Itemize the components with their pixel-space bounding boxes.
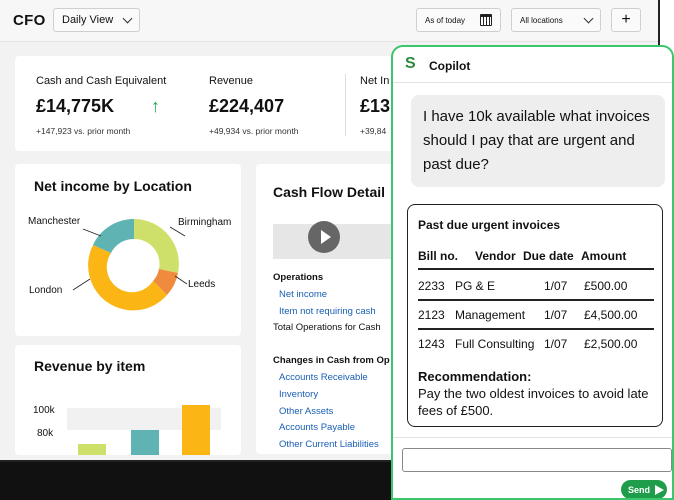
kpi-label: Net In <box>360 75 390 87</box>
kpi-sub: +147,923 vs. prior month <box>36 126 131 136</box>
card-title: Cash Flow Detail <box>273 184 386 200</box>
composer: Send <box>393 437 672 498</box>
cash-flow-card: Cash Flow Detail Operations Net income I… <box>256 164 396 454</box>
view-select-label: Daily View <box>62 14 114 26</box>
tick-label: 100k <box>33 405 55 416</box>
slice-birmingham <box>134 219 179 273</box>
slice-leeds <box>153 269 178 295</box>
cell-due: 1/07 <box>544 337 568 351</box>
chevron-down-icon <box>583 13 594 23</box>
cell-due: 1/07 <box>544 308 568 322</box>
col-bill: Bill no. <box>418 249 458 263</box>
sparkle-icon: S <box>405 55 416 72</box>
donut-chart <box>72 218 188 311</box>
cell-amount: £4,500.00 <box>584 308 638 322</box>
locations-select[interactable]: All locations <box>511 8 601 32</box>
kpi-sub: +49,934 vs. prior month <box>209 126 299 136</box>
divider <box>418 299 654 301</box>
cell-bill: 2123 <box>418 308 445 322</box>
link-accounts-payable[interactable]: Accounts Payable <box>279 422 356 433</box>
slice-manchester <box>93 218 134 253</box>
kpi-value: £13 <box>360 96 391 116</box>
locations-select-label: All locations <box>520 15 563 25</box>
total-operations: Total Operations for Cash <box>273 322 381 333</box>
recommendation: Recommendation: Pay the two oldest invoi… <box>418 368 654 419</box>
link-inventory[interactable]: Inventory <box>279 389 319 400</box>
col-vendor: Vendor <box>475 249 516 263</box>
kpi-value: £224,407 <box>209 96 285 116</box>
kpi-label: Revenue <box>209 75 254 87</box>
chevron-down-icon <box>122 13 133 23</box>
kpi-sub: +39,84 <box>360 126 387 136</box>
cell-amount: £500.00 <box>584 279 628 293</box>
user-message: I have 10k available what invoices shoul… <box>411 95 665 187</box>
recommendation-title: Recommendation: <box>418 369 532 384</box>
bar <box>78 444 106 455</box>
card-title: Revenue by item <box>34 358 146 374</box>
cell-amount: £2,500.00 <box>584 337 638 351</box>
label-london: London <box>29 285 63 296</box>
top-bar: CFO Daily View As of today All locations… <box>0 0 658 42</box>
bar <box>131 430 159 455</box>
app-brand: CFO <box>13 12 46 29</box>
col-due: Due date <box>523 249 574 263</box>
link-other-current-liabilities[interactable]: Other Current Liabilities <box>279 439 379 450</box>
link-non-cash[interactable]: Item not requiring cash <box>279 306 376 317</box>
copilot-panel: S Copilot I have 10k available what invo… <box>391 45 674 500</box>
divider <box>418 268 654 270</box>
card-title: Net income by Location <box>34 178 192 194</box>
link-other-assets[interactable]: Other Assets <box>279 406 334 417</box>
answer-title: Past due urgent invoices <box>418 218 561 232</box>
add-button[interactable]: + <box>611 8 641 32</box>
kpi-card: Cash and Cash Equivalent £14,775K ↑ +147… <box>15 56 435 151</box>
copilot-header: S Copilot <box>393 47 672 83</box>
net-income-card: Net income by Location Manchester Birmin… <box>15 164 241 336</box>
link-accounts-receivable[interactable]: Accounts Receivable <box>279 372 368 383</box>
cell-vendor: PG & E <box>455 279 496 293</box>
kpi-value: £14,775K <box>36 96 115 116</box>
cell-bill: 2233 <box>418 279 445 293</box>
label-leeds: Leeds <box>188 279 216 290</box>
revenue-item-card: Revenue by item 100k 80k <box>15 345 241 455</box>
divider <box>418 328 654 330</box>
cell-due: 1/07 <box>544 279 568 293</box>
recommendation-text: Pay the two oldest invoices to avoid lat… <box>418 386 649 418</box>
col-amount: Amount <box>581 249 627 263</box>
kpi-label: Cash and Cash Equivalent <box>36 75 167 87</box>
cell-vendor: Management <box>455 308 526 322</box>
slice-london <box>88 245 167 311</box>
section-operations: Operations <box>273 272 324 283</box>
send-label: Send <box>628 484 651 495</box>
section-changes: Changes in Cash from Op <box>273 355 390 366</box>
cell-bill: 1243 <box>418 337 445 351</box>
bar <box>182 405 210 455</box>
play-icon[interactable] <box>308 221 340 253</box>
cell-vendor: Full Consulting <box>455 337 535 351</box>
send-button[interactable]: Send <box>621 480 667 498</box>
date-picker[interactable]: As of today <box>416 8 501 32</box>
view-select[interactable]: Daily View <box>53 8 140 32</box>
link-net-income[interactable]: Net income <box>279 289 328 300</box>
arrow-up-icon: ↑ <box>151 96 160 116</box>
answer-card: Past due urgent invoices Bill no. Vendor… <box>407 204 663 427</box>
kpi-divider <box>345 74 346 136</box>
label-manchester: Manchester <box>28 216 81 227</box>
tick-label: 80k <box>37 428 54 439</box>
date-picker-label: As of today <box>425 15 466 25</box>
copilot-title: Copilot <box>429 59 471 73</box>
message-input[interactable] <box>402 448 672 472</box>
calendar-icon <box>480 14 492 26</box>
label-birmingham: Birmingham <box>178 217 232 228</box>
